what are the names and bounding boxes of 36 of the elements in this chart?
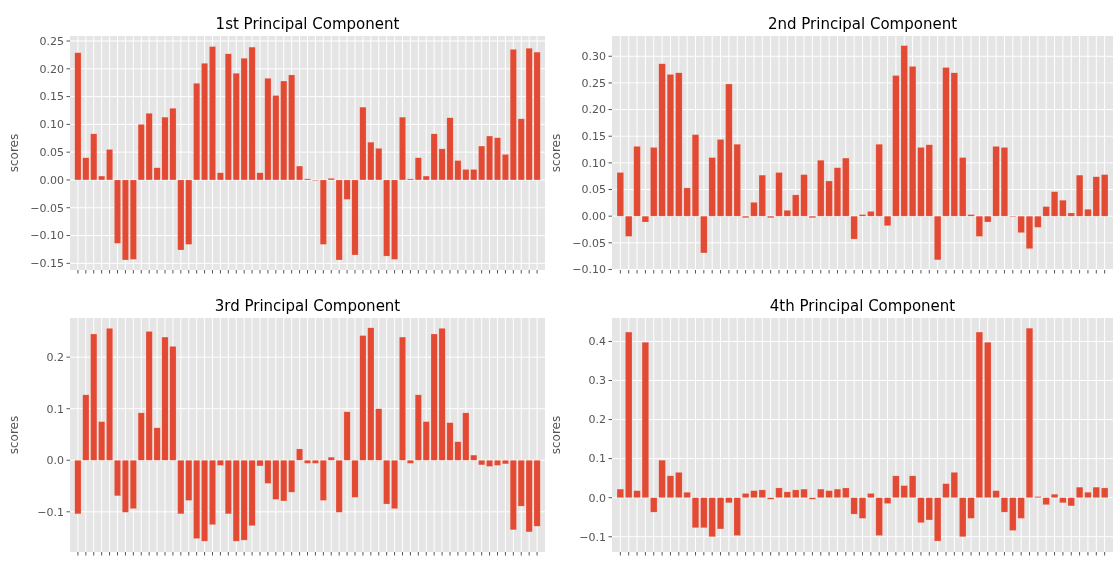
y-tick-label: −0.05 [572, 236, 606, 250]
y-tick-label: 0.2 [46, 351, 64, 365]
y-tick-label: 0.10 [581, 156, 606, 170]
y-tick-label: 0.25 [39, 34, 64, 48]
y-tick-label: 0.05 [39, 146, 64, 160]
y-tick-label: −0.15 [30, 257, 64, 271]
y-tick-label: 0.30 [581, 50, 606, 64]
y-tick-label: 0.00 [581, 210, 606, 224]
y-tick-label: 0.10 [39, 118, 64, 132]
y-axis-title: scores [549, 415, 563, 455]
y-tick-label: −0.10 [30, 229, 64, 243]
y-tick-label: 0.1 [46, 402, 64, 416]
y-tick-label: 0.20 [39, 62, 64, 76]
chart-title: 2nd Principal Component [767, 15, 958, 33]
y-tick-label: 0.20 [581, 103, 606, 117]
y-axis-title: scores [7, 415, 21, 455]
y-tick-label: 0.25 [581, 76, 606, 90]
y-axis-title: scores [549, 133, 563, 173]
y-tick-label: 0.15 [39, 90, 64, 104]
y-tick-label: 0.15 [581, 130, 606, 144]
y-tick-label: 0.3 [588, 374, 606, 388]
y-axis-title: scores [7, 133, 21, 173]
chart-title: 1st Principal Component [215, 15, 400, 33]
y-tick-label: 0.4 [588, 335, 606, 349]
y-tick-label: −0.10 [572, 263, 606, 277]
y-tick-label: −0.1 [37, 505, 64, 519]
chart-title: 3rd Principal Component [214, 297, 401, 315]
y-tick-label: 0.05 [581, 183, 606, 197]
y-tick-label: −0.1 [579, 530, 606, 544]
y-tick-label: 0.1 [588, 452, 606, 466]
y-tick-label: 0.2 [588, 413, 606, 427]
y-tick-label: 0.0 [588, 491, 606, 505]
y-tick-label: 0.00 [39, 173, 64, 187]
y-tick-label: 0.0 [46, 454, 64, 468]
chart-title: 4th Principal Component [769, 297, 956, 315]
y-tick-label: −0.05 [30, 201, 64, 215]
